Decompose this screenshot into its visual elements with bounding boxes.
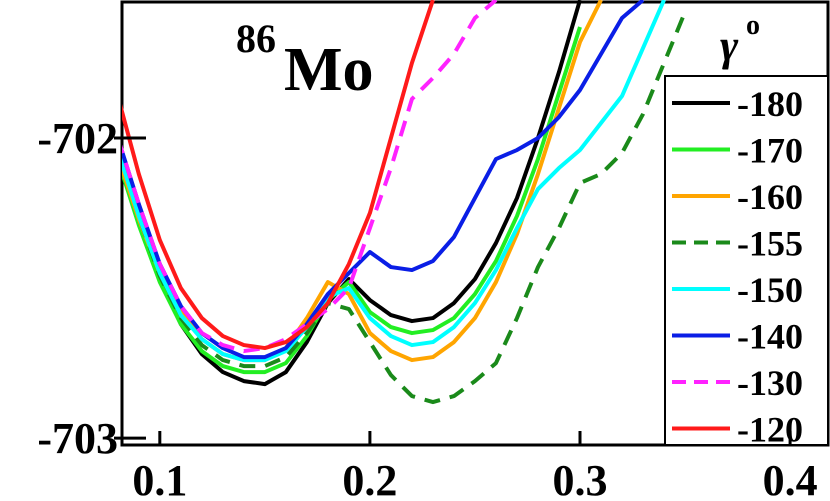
legend-label: -120: [737, 410, 803, 450]
x-tick-label: 0.1: [132, 456, 187, 501]
legend-label: -155: [737, 224, 803, 264]
legend-title-superscript: o: [746, 10, 760, 41]
x-tick-label: 0.4: [763, 456, 818, 501]
x-tick-label: 0.2: [342, 456, 397, 501]
x-tick-label: 0.3: [552, 456, 607, 501]
series-line: [122, 0, 666, 363]
series-line: [122, 0, 435, 351]
legend-label: -180: [737, 84, 803, 124]
legend-box: [664, 75, 829, 446]
series-line: [122, 11, 687, 405]
legend-label: -130: [737, 363, 803, 403]
legend-label: -160: [737, 177, 803, 217]
title-superscript: 86: [236, 16, 276, 61]
legend-label: -140: [737, 317, 803, 357]
y-tick-label: -702: [37, 114, 118, 163]
legend-title: γ: [720, 21, 739, 70]
legend-label: -170: [737, 131, 803, 171]
lines: [122, 0, 687, 405]
y-tick-label: -703: [37, 414, 118, 463]
legend-label: -150: [737, 270, 803, 310]
chart-title: Mo: [284, 36, 374, 104]
